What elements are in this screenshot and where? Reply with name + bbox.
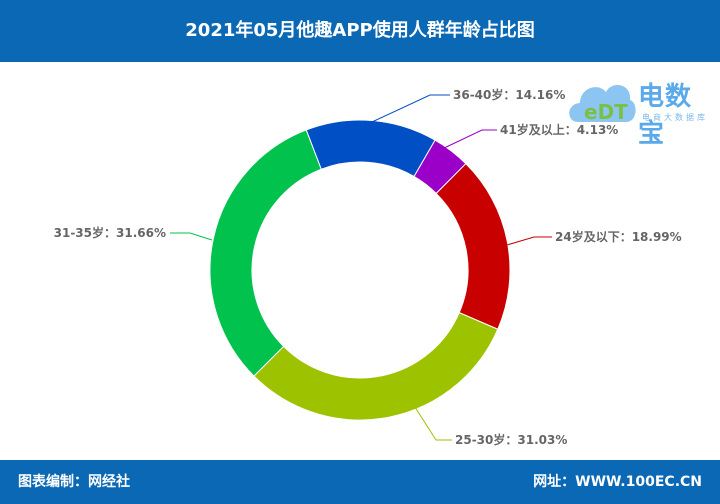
leader-line-31-35 bbox=[170, 232, 213, 241]
label-31-35: 31-35岁：31.66% bbox=[54, 225, 166, 240]
slice-24岁及以下 bbox=[435, 162, 511, 330]
slice-36-40岁 bbox=[305, 119, 436, 178]
label-36-40: 36-40岁：14.16% bbox=[453, 87, 565, 102]
leader-line-36-40 bbox=[371, 94, 450, 123]
label-41: 41岁及以上：4.13% bbox=[500, 122, 618, 137]
label-24: 24岁及以下：18.99% bbox=[555, 229, 682, 244]
label-25-30: 25-30岁：31.03% bbox=[455, 432, 567, 447]
cloud-logo-icon: eDT bbox=[569, 85, 636, 124]
logo-name: 电数宝 bbox=[638, 82, 693, 149]
footer-source: 图表编制：网经社 bbox=[18, 474, 130, 490]
leader-line-25-30 bbox=[414, 406, 452, 441]
donut-chart: 41岁及以上：4.13% 24岁及以下：18.99% 25-30岁：31.03%… bbox=[54, 87, 682, 447]
logo-subtitle: 电商大数据库 bbox=[642, 113, 708, 122]
leader-line-41 bbox=[439, 129, 497, 151]
footer-website: 网址：WWW.100EC.CN bbox=[533, 474, 702, 490]
slice-25-30岁 bbox=[253, 311, 499, 421]
leader-line-24 bbox=[506, 236, 552, 246]
svg-text:eDT: eDT bbox=[584, 100, 628, 124]
slice-31-35岁 bbox=[209, 129, 322, 377]
footer: 图表编制：网经社 网址：WWW.100EC.CN bbox=[0, 460, 720, 504]
chart-title: 2021年05月他趣APP使用人群年龄占比图 bbox=[0, 0, 720, 62]
logo: eDT 电数宝 电商大数据库 bbox=[566, 70, 716, 149]
